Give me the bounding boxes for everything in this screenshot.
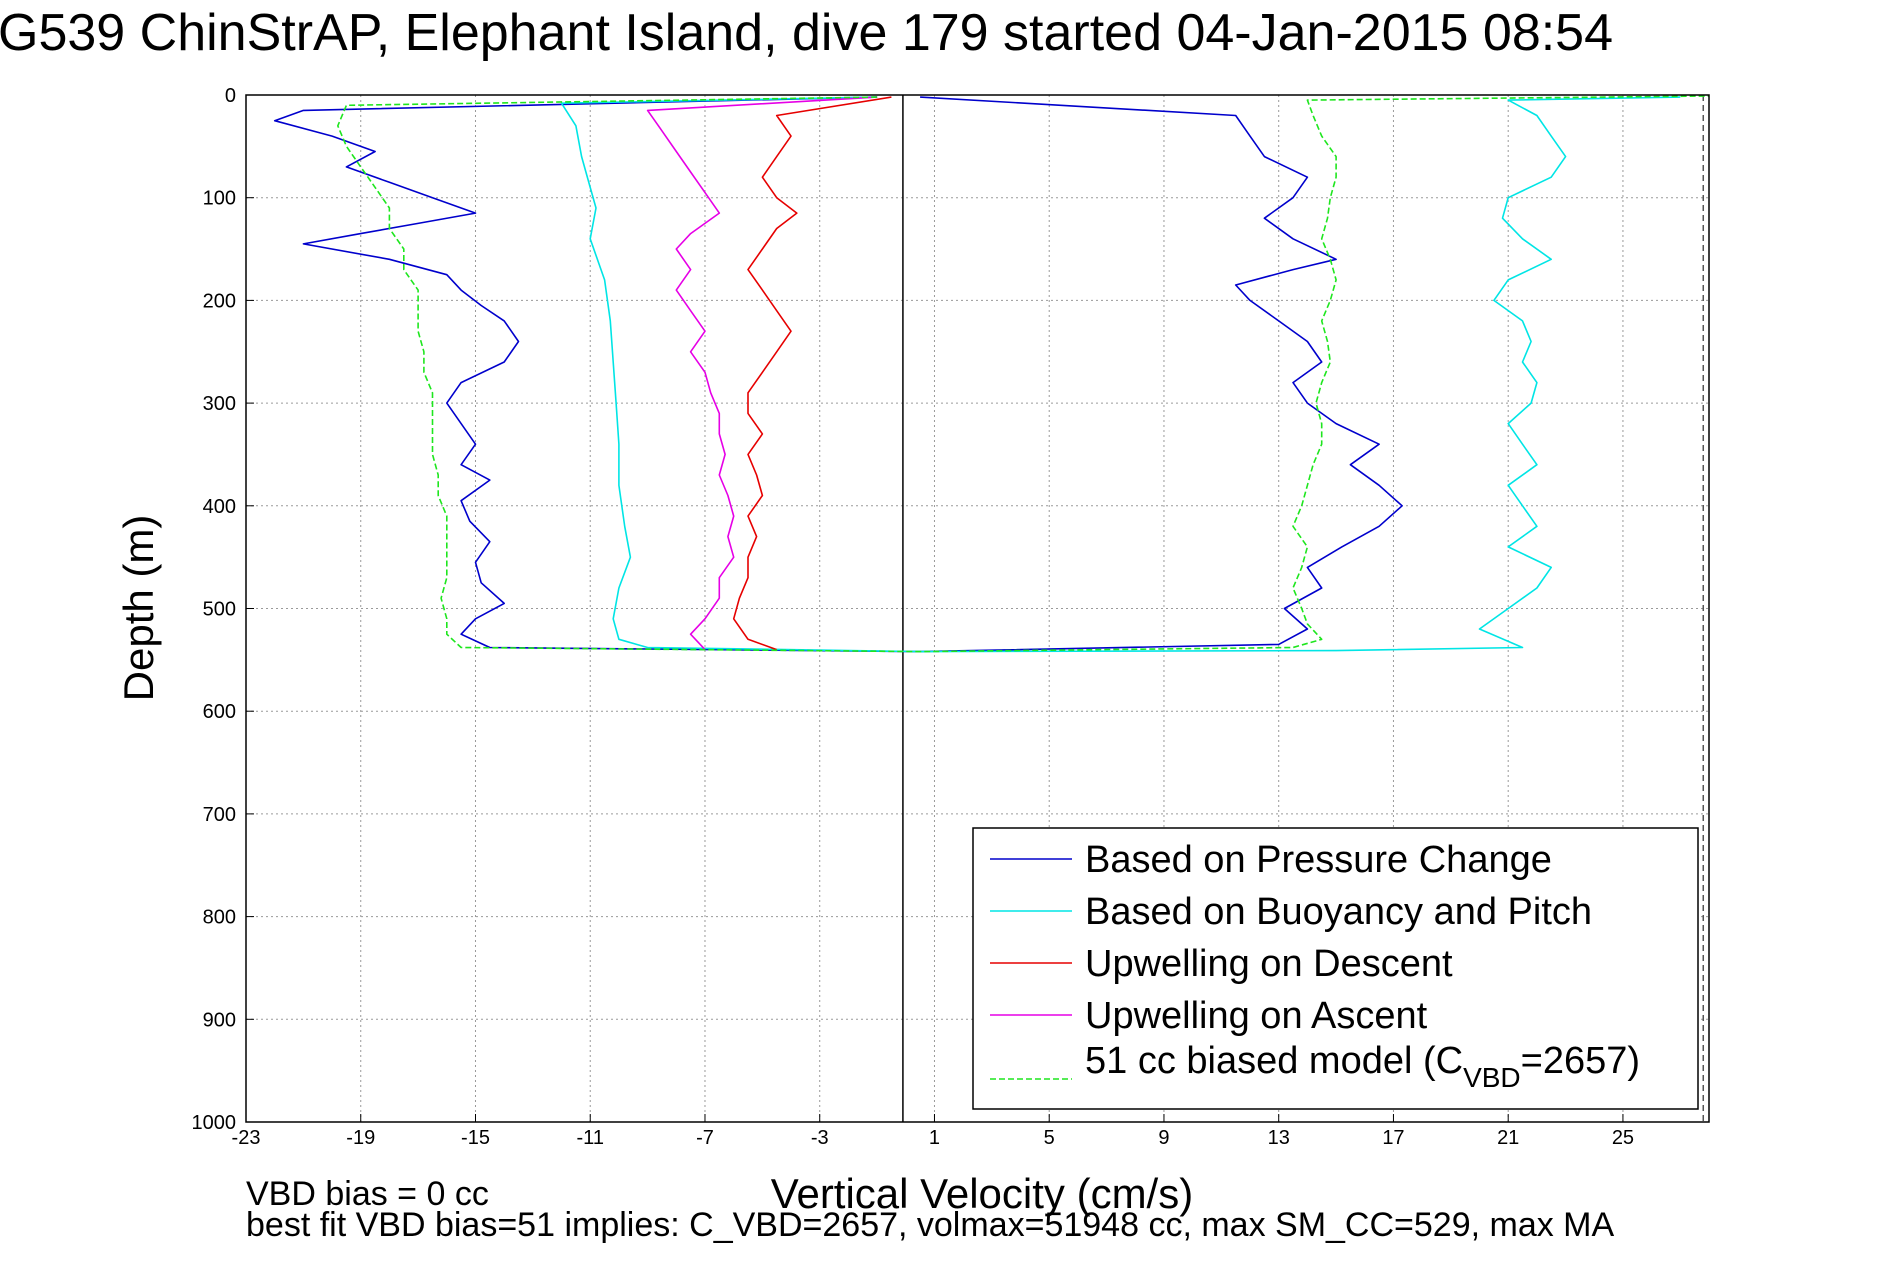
series-line — [336, 95, 1710, 653]
series-line — [560, 96, 1681, 653]
y-tick-label: 200 — [203, 290, 236, 312]
legend-box — [972, 827, 1699, 1110]
best-fit-note: best fit VBD bias=51 implies: C_VBD=2657… — [246, 1206, 1615, 1244]
x-tick-label: 13 — [1268, 1127, 1290, 1149]
y-tick-label: 700 — [203, 804, 236, 826]
y-tick-label: 0 — [225, 85, 236, 107]
x-tick-label: 1 — [929, 1127, 940, 1149]
x-tick-label: -19 — [346, 1127, 375, 1149]
x-axis-label: Vertical Velocity (cm/s) — [771, 1170, 1193, 1217]
x-tick-label: 17 — [1382, 1127, 1404, 1149]
x-axis-ticks: -23 -19 -15 -11 -7 -3 1 5 9 13 17 21 25 — [232, 1114, 1634, 1149]
y-tick-label: 800 — [203, 907, 236, 929]
series-group — [273, 95, 1710, 653]
vbd-bias-note: VBD bias = 0 cc — [246, 1175, 489, 1213]
y-tick-label: 600 — [203, 701, 236, 723]
series-line — [646, 96, 878, 651]
x-tick-label: 9 — [1158, 1127, 1169, 1149]
x-tick-label: 5 — [1044, 1127, 1055, 1149]
x-tick-label: 25 — [1612, 1127, 1634, 1149]
x-tick-label: -7 — [696, 1127, 714, 1149]
y-tick-label: 1000 — [192, 1112, 237, 1134]
y-tick-label: 500 — [203, 599, 236, 621]
reference-lines — [902, 95, 1705, 1122]
x-tick-label: 21 — [1497, 1127, 1519, 1149]
legend-label: Upwelling on Descent — [1085, 943, 1453, 985]
series-line — [273, 96, 1403, 653]
y-tick-label: 100 — [203, 188, 236, 210]
y-tick-label: 900 — [203, 1009, 236, 1031]
x-tick-label: -23 — [232, 1127, 261, 1149]
y-tick-label: 400 — [203, 496, 236, 518]
series-line — [732, 96, 892, 651]
legend-label: Based on Pressure Change — [1085, 839, 1552, 881]
legend-label: 51 cc biased model (CVBD=2657) — [1085, 1040, 1640, 1093]
x-tick-label: -3 — [811, 1127, 829, 1149]
legend-label: Based on Buoyancy and Pitch — [1085, 891, 1592, 933]
x-tick-label: -15 — [461, 1127, 490, 1149]
y-axis-label: Depth (m) — [115, 515, 162, 702]
chart-title: G539 ChinStrAP, Elephant Island, dive 17… — [0, 4, 1613, 62]
x-tick-label: -11 — [577, 1127, 604, 1149]
y-tick-label: 300 — [203, 393, 236, 415]
legend: Based on Pressure Change Based on Buoyanc… — [972, 827, 1699, 1110]
y-axis-ticks: 0 100 200 300 400 500 600 700 800 900 1000 — [192, 85, 254, 1134]
legend-label: Upwelling on Ascent — [1085, 995, 1428, 1037]
